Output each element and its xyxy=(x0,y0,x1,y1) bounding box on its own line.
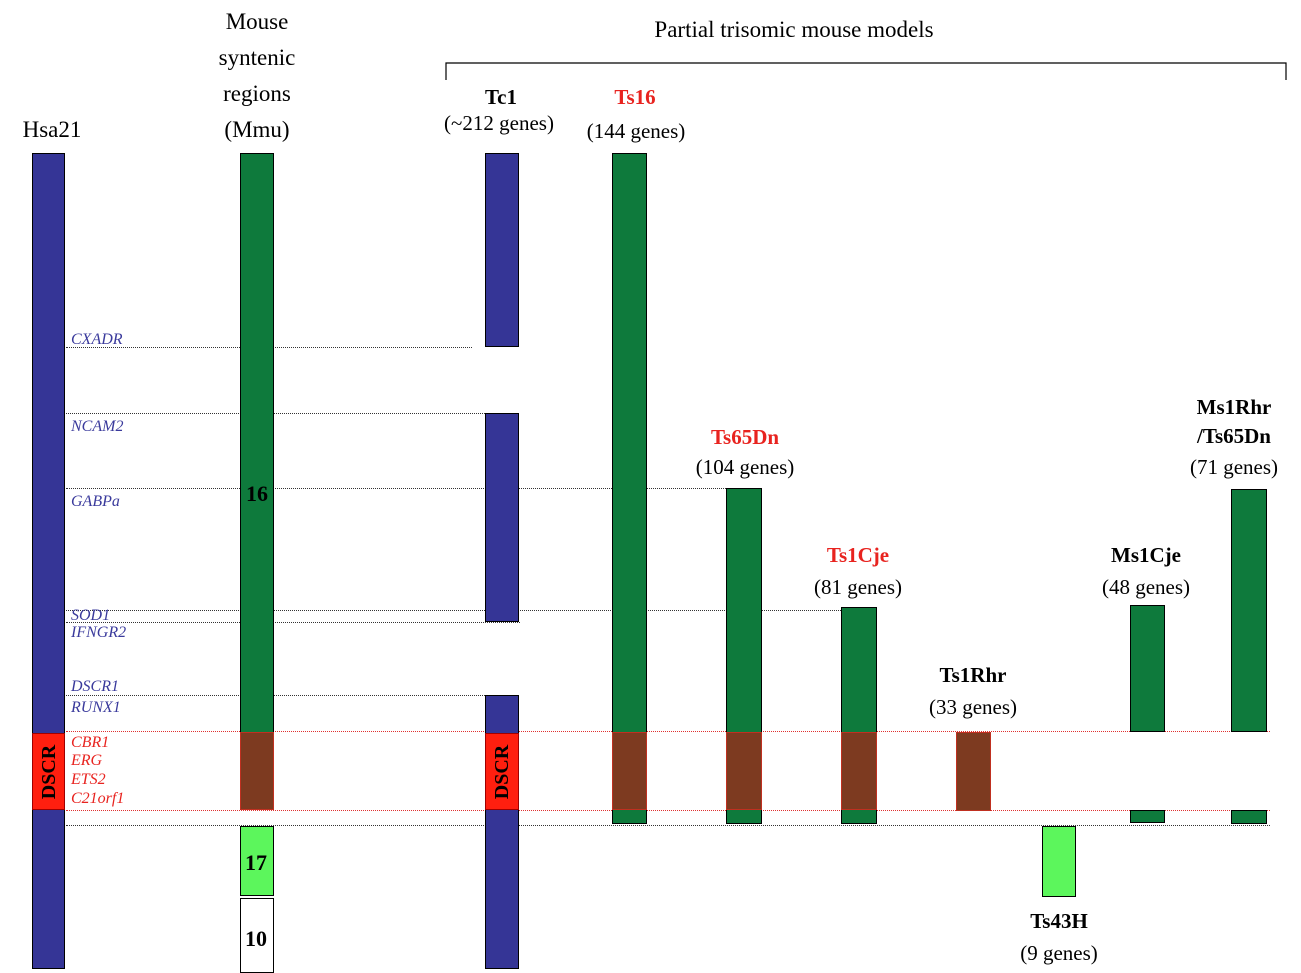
gene-runx1: RUNX1 xyxy=(71,699,121,716)
ts65dn-genes: (104 genes) xyxy=(695,455,795,479)
ts43h-name: Ts43H xyxy=(1030,909,1088,933)
ts43h-bar xyxy=(1042,826,1076,897)
mmu10-bar xyxy=(240,898,274,973)
mouse-label-line4: (Mmu) xyxy=(224,117,290,142)
ts16-dscr-region xyxy=(612,732,647,810)
ts65dn-name: Ts65Dn xyxy=(710,425,780,449)
mouse-label-line2: syntenic xyxy=(218,45,296,70)
ts1cje-dscr-region xyxy=(841,732,877,810)
ms1rhr-name-line2: /Ts65Dn xyxy=(1197,424,1271,448)
ts43h-genes: (9 genes) xyxy=(1020,941,1098,965)
gene-c21orf1: C21orf1 xyxy=(71,790,125,807)
ms1cje-genes: (48 genes) xyxy=(1101,575,1191,599)
hsa21-bar xyxy=(32,153,65,969)
ts1cje-genes: (81 genes) xyxy=(813,575,903,599)
gene-gabpa: GABPa xyxy=(71,493,120,510)
chr16-label: 16 xyxy=(246,481,268,506)
mmu16-bar xyxy=(240,153,274,733)
line-ncam2 xyxy=(66,413,485,414)
tc1-dscr-box xyxy=(485,733,519,810)
mouse-label-line1: Mouse xyxy=(225,9,289,34)
ms1rhr-segment-bottom xyxy=(1231,810,1267,824)
chr10-label: 10 xyxy=(245,926,267,951)
gene-erg: ERG xyxy=(71,752,103,769)
line-dscr-top xyxy=(66,731,1270,732)
tc1-segment-2 xyxy=(485,413,519,622)
mouse-label-line3: regions xyxy=(223,81,291,106)
gene-dscr1: DSCR1 xyxy=(71,678,119,695)
ts1rhr-name: Ts1Rhr xyxy=(939,663,1007,687)
ts1cje-name: Ts1Cje xyxy=(826,543,890,567)
mmu17-bar xyxy=(240,826,274,896)
mmu16-dscr-region xyxy=(240,732,274,810)
partial-trisomic-title: Partial trisomic mouse models xyxy=(654,17,934,42)
ts16-bar xyxy=(612,153,647,824)
line-16-end xyxy=(66,825,1270,826)
line-sod1 xyxy=(66,610,841,611)
ts65dn-dscr-region xyxy=(726,732,762,810)
line-gabpa xyxy=(66,488,726,489)
tc1-genes: (~212 genes) xyxy=(444,111,554,135)
hsa21-label: Hsa21 xyxy=(22,117,82,142)
ts16-genes: (144 genes) xyxy=(586,119,686,143)
ms1cje-segment-top xyxy=(1130,605,1165,732)
ts1rhr-genes: (33 genes) xyxy=(928,695,1018,719)
hsa21-dscr-label: DSCR xyxy=(38,744,60,800)
tc1-dscr-label: DSCR xyxy=(491,744,513,800)
gene-cbr1: CBR1 xyxy=(71,734,110,751)
line-ifngr2 xyxy=(66,622,520,623)
ms1cje-name: Ms1Cje xyxy=(1111,543,1181,567)
gene-ifngr2: IFNGR2 xyxy=(71,624,127,641)
ts1rhr-dscr-region xyxy=(956,732,991,811)
ms1rhr-genes: (71 genes) xyxy=(1189,455,1279,479)
ts16-name: Ts16 xyxy=(614,85,656,109)
ms1rhr-name-line1: Ms1Rhr xyxy=(1196,395,1272,419)
gene-cxadr: CXADR xyxy=(71,331,123,348)
line-dscr-bottom xyxy=(66,810,1270,811)
ms1cje-segment-bottom xyxy=(1130,810,1165,823)
line-dscr1 xyxy=(66,695,485,696)
gene-ncam2: NCAM2 xyxy=(71,418,124,435)
chr17-label: 17 xyxy=(245,850,267,875)
ms1rhr-segment-top xyxy=(1231,489,1267,732)
hsa21-dscr-box xyxy=(32,733,65,810)
gene-ets2: ETS2 xyxy=(71,771,106,788)
tc1-name: Tc1 xyxy=(485,85,517,109)
tc1-segment-1 xyxy=(485,153,519,347)
gene-sod1: SOD1 xyxy=(71,607,111,624)
